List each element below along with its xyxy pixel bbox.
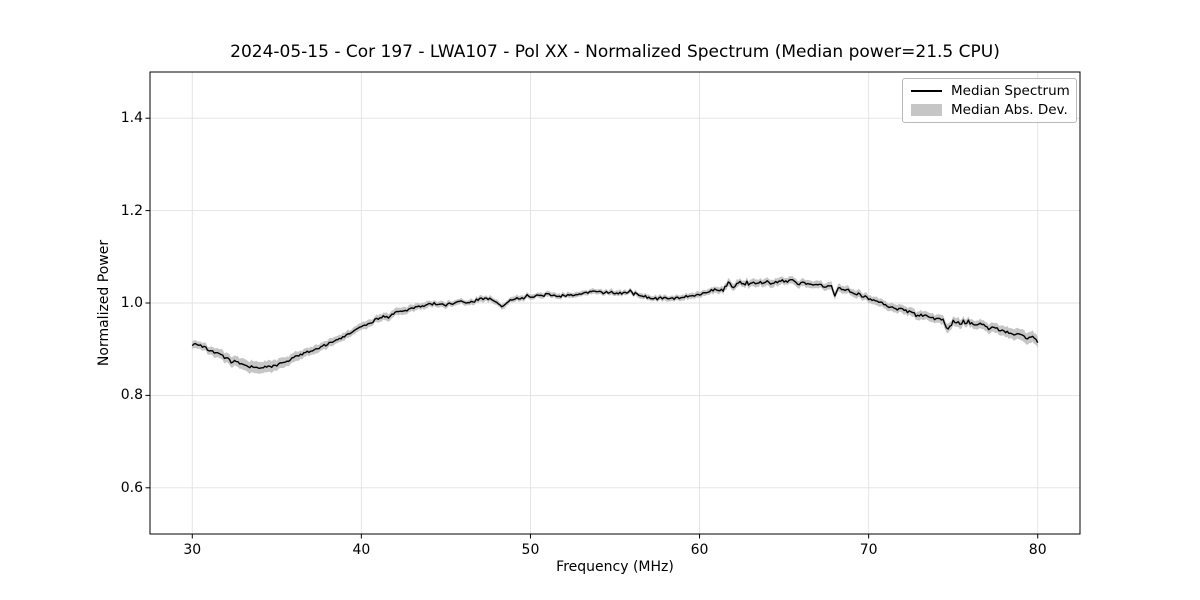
median-spectrum-line: [191, 278, 1039, 370]
patch-swatch-icon: [911, 103, 942, 116]
y-tick-label: 1.4: [120, 110, 143, 127]
line-swatch-icon: [911, 90, 942, 93]
legend-entry-median-spectrum: Median Spectrum: [911, 83, 1070, 100]
y-tick-label: 0.8: [120, 387, 143, 404]
legend-line-swatch: [911, 90, 942, 93]
x-tick-label: 40: [352, 542, 371, 558]
legend-label: Median Abs. Dev.: [951, 101, 1068, 118]
median-abs-dev-band: [192, 275, 1038, 375]
legend-patch-swatch: [911, 103, 942, 116]
y-tick-label: 1.2: [120, 202, 143, 219]
x-axis-label: Frequency (MHz): [556, 559, 674, 575]
legend-entry-median-abs-dev: Median Abs. Dev.: [911, 102, 1068, 118]
x-tick-label: 80: [1028, 542, 1047, 558]
x-tick-label: 70: [859, 542, 878, 558]
y-tick-label: 0.6: [120, 479, 143, 496]
legend-label: Median Spectrum: [951, 83, 1070, 100]
x-tick-label: 30: [183, 542, 202, 558]
x-tick-label: 60: [690, 542, 709, 558]
y-tick-label: 1.0: [120, 295, 143, 311]
legend: Median Spectrum Median Abs. Dev.: [902, 78, 1077, 123]
x-tick-label: 50: [521, 542, 540, 558]
chart-title: 2024-05-15 - Cor 197 - LWA107 - Pol XX -…: [230, 42, 1000, 62]
